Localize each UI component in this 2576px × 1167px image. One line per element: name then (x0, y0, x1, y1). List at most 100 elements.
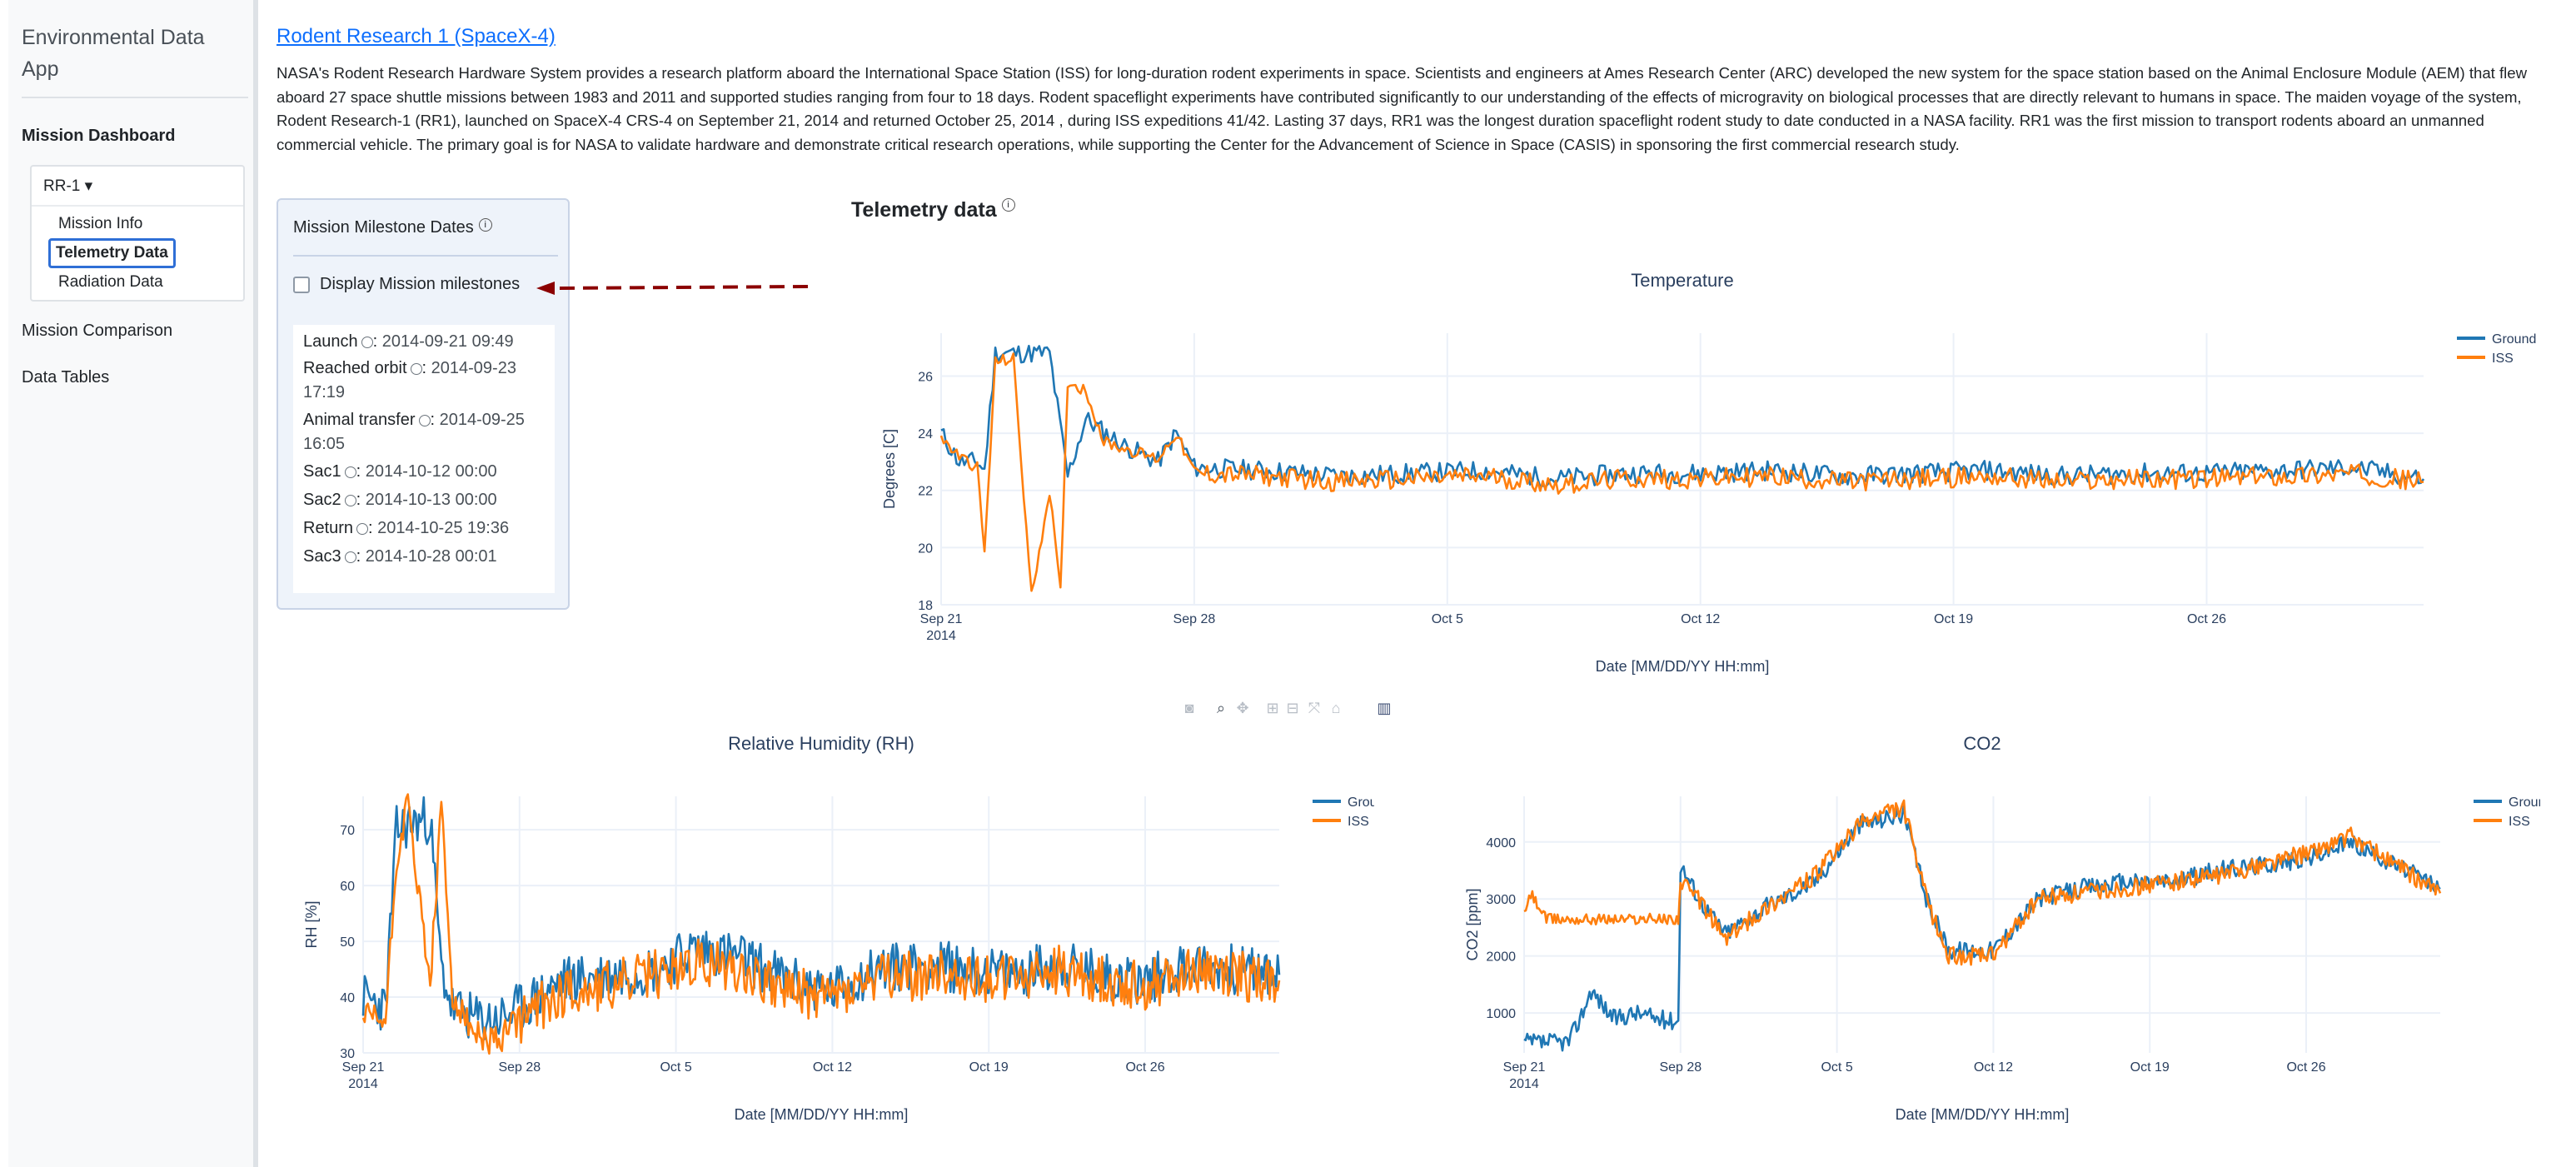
sidebar-item-mission-dashboard[interactable]: Mission Dashboard (22, 127, 176, 145)
y-tick-label: 26 (918, 370, 933, 384)
zoom-in-icon[interactable]: ⊞ (1266, 700, 1279, 716)
legend-label: ISS (2492, 352, 2514, 366)
y-axis-title: RH [%] (303, 900, 320, 948)
pan-icon[interactable]: ✥ (1236, 700, 1249, 716)
y-tick-label: 30 (340, 1047, 355, 1061)
milestone-date: 2014-09-25 16:05 (303, 411, 525, 453)
app-title: Environmental Data App (22, 26, 205, 81)
dropdown-item-telemetry-data[interactable]: Telemetry Data (48, 238, 176, 268)
y-tick-label: 3000 (1486, 893, 1516, 907)
x-tick-label: Sep 21 (920, 612, 963, 626)
x-tick-label: Oct 19 (2130, 1060, 2170, 1075)
x-axis-title: Date [MM/DD/YY HH:mm] (1896, 1106, 2070, 1123)
series-line-ground (940, 344, 2425, 489)
sidebar-item-mission-comparison[interactable]: Mission Comparison (22, 322, 173, 340)
x-tick-label: Oct 19 (1934, 612, 1973, 626)
plot-modebar: ◙ ⌕ ✥ ⊞ ⊟ ⤧ ⌂ ▥ (1181, 698, 1406, 720)
milestone-label: Sac1 (303, 462, 341, 481)
telemetry-title-text: Telemetry data (851, 198, 997, 222)
chart-title: CO2 (1963, 733, 2001, 754)
x-tick-label: Sep 28 (1173, 612, 1216, 626)
mission-description: NASA's Rodent Research Hardware System p… (277, 64, 2528, 153)
clock-icon (361, 336, 373, 348)
milestone-item: Animal transfer: 2014-09-25 16:05 (303, 411, 525, 453)
milestone-title-text: Mission Milestone Dates (293, 218, 474, 237)
legend-label: Ground (1348, 795, 1374, 810)
series-line-iss (1523, 799, 2442, 966)
milestone-date: 2014-09-23 17:19 (303, 359, 516, 401)
milestone-label: Return (303, 519, 354, 537)
milestone-date: 2014-10-28 00:01 (365, 547, 497, 566)
y-tick-label: 18 (918, 599, 933, 613)
chart-title: Relative Humidity (RH) (728, 733, 914, 754)
milestone-label: Reached orbit (303, 359, 407, 377)
milestone-date: 2014-10-13 00:00 (365, 491, 497, 509)
y-axis-title: CO2 [ppm] (1464, 888, 1481, 960)
humidity-chart[interactable]: Relative Humidity (RH) 30 40 50 60 70 Sep 21 20… (291, 716, 1374, 1150)
milestone-date: 2014-09-21 09:49 (381, 332, 514, 351)
clock-icon (344, 466, 356, 478)
milestone-label: Sac2 (303, 491, 341, 509)
x-tick-label: 2014 (1509, 1077, 1539, 1091)
zoom-out-icon[interactable]: ⊟ (1286, 700, 1299, 716)
annotation-arrow (536, 282, 809, 295)
x-tick-label: Oct 26 (1125, 1060, 1164, 1075)
co2-chart[interactable]: CO2 1000 2000 3000 4000 Sep 21 2014 Sep 28 Oct 5… (1441, 716, 2540, 1150)
info-icon[interactable]: i (1001, 198, 1015, 212)
dropdown-item-mission-info[interactable]: Mission Info (58, 215, 143, 232)
chart-title: Temperature (1631, 270, 1734, 291)
x-tick-label: Oct 5 (660, 1060, 691, 1075)
mission-dropdown-toggle[interactable]: RR-1 ▾ (43, 177, 93, 195)
camera-icon[interactable]: ◙ (1184, 700, 1194, 716)
x-axis-title: Date [MM/DD/YY HH:mm] (735, 1106, 909, 1123)
clock-icon (344, 551, 356, 563)
clock-icon (344, 494, 356, 506)
y-tick-label: 24 (918, 427, 933, 441)
main-content: Rodent Research 1 (SpaceX-4) NASA's Rode… (275, 0, 2574, 1167)
milestone-item: Sac2: 2014-10-13 00:00 (303, 491, 497, 509)
sidebar-item-data-tables[interactable]: Data Tables (22, 368, 110, 387)
legend-label: ISS (1348, 815, 1369, 829)
series-line-iss (939, 352, 2424, 592)
y-tick-label: 70 (340, 824, 355, 838)
mission-dropdown[interactable]: RR-1 ▾ Mission Info Telemetry Data Radia… (30, 165, 245, 302)
milestone-card: Mission Milestone Dates i Display Mission… (277, 198, 570, 610)
display-milestones-checkbox[interactable] (293, 277, 310, 293)
x-tick-label: Sep 28 (498, 1060, 541, 1075)
milestone-item: Sac3: 2014-10-28 00:01 (303, 547, 497, 566)
x-tick-label: Oct 19 (969, 1060, 1009, 1075)
zoom-icon[interactable]: ⌕ (1216, 700, 1226, 716)
page-title-link[interactable]: Rodent Research 1 (SpaceX-4) (277, 25, 556, 47)
milestone-label: Sac3 (303, 547, 341, 566)
dropdown-item-radiation-data[interactable]: Radiation Data (58, 273, 163, 291)
milestone-item: Sac1: 2014-10-12 00:00 (303, 462, 497, 481)
y-tick-label: 50 (340, 935, 355, 950)
home-icon[interactable]: ⌂ (1331, 700, 1341, 716)
legend-label: ISS (2509, 815, 2530, 829)
y-tick-label: 2000 (1486, 950, 1516, 965)
clock-icon (356, 522, 369, 535)
autoscale-icon[interactable]: ⤧ (1308, 700, 1321, 716)
milestone-label: Animal transfer (303, 411, 416, 429)
legend-label: Ground (2492, 332, 2536, 347)
y-tick-label: 4000 (1486, 836, 1516, 850)
card-divider (293, 255, 558, 257)
telemetry-title: Telemetry data i (851, 198, 1015, 222)
x-tick-label: Sep 21 (1503, 1060, 1546, 1075)
clock-icon (410, 362, 422, 375)
x-tick-label: 2014 (926, 629, 956, 643)
sidebar-divider (22, 97, 248, 98)
plotly-logo-icon[interactable]: ▥ (1377, 700, 1392, 716)
milestone-label: Launch (303, 332, 358, 351)
x-axis-title: Date [MM/DD/YY HH:mm] (1596, 658, 1770, 675)
legend-label: Ground (2509, 795, 2540, 810)
display-milestones-label[interactable]: Display Mission milestones (320, 275, 521, 293)
temperature-chart[interactable]: Temperature 18 20 22 24 26 Sep 21 2014 Sep 28 Oct… (866, 258, 2549, 675)
x-tick-label: Oct 12 (813, 1060, 852, 1075)
milestone-item: Return: 2014-10-25 19:36 (303, 519, 510, 537)
milestone-card-title: Mission Milestone Dates i (293, 218, 492, 237)
x-tick-label: Sep 28 (1659, 1060, 1702, 1075)
milestone-item: Reached orbit: 2014-09-23 17:19 (303, 359, 516, 401)
y-tick-label: 60 (340, 880, 355, 894)
info-icon[interactable]: i (478, 218, 492, 232)
